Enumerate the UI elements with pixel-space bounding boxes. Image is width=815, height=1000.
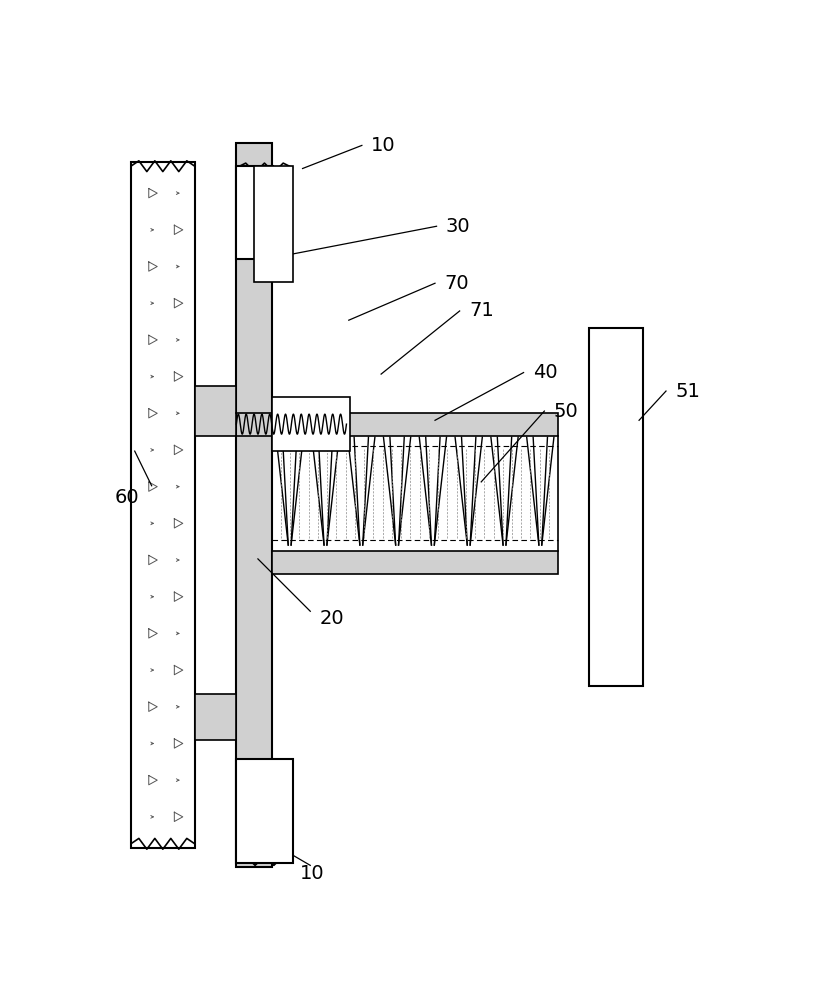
Bar [195,386,236,436]
Bar [236,759,293,863]
Bar [271,397,350,451]
Bar [236,143,271,867]
Text: 30: 30 [446,217,470,236]
Text: 60: 60 [115,488,139,507]
Bar [131,162,195,848]
Bar [195,694,236,740]
Bar [236,166,273,259]
Text: 71: 71 [469,301,494,320]
Text: 50: 50 [553,402,579,421]
Bar [271,413,558,436]
Text: 51: 51 [676,382,700,401]
Text: 40: 40 [533,363,557,382]
Bar [271,551,558,574]
Bar [589,328,643,686]
Text: 20: 20 [319,609,344,628]
Text: 10: 10 [371,136,396,155]
Text: 10: 10 [300,864,325,883]
Text: 70: 70 [444,274,469,293]
Bar [254,166,293,282]
